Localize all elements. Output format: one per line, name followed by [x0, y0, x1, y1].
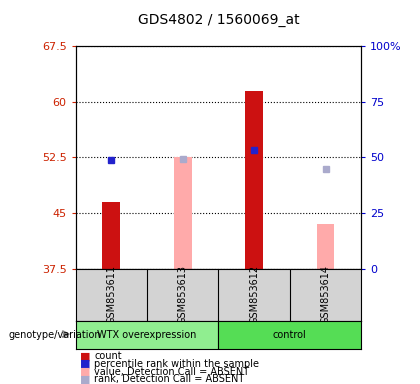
Text: GSM853612: GSM853612: [249, 265, 259, 324]
Bar: [245, 91, 263, 269]
Text: control: control: [273, 330, 307, 340]
Bar: [76, 321, 218, 349]
Bar: [317, 224, 334, 269]
Text: ■: ■: [80, 359, 90, 369]
Text: ■: ■: [80, 351, 90, 361]
Text: value, Detection Call = ABSENT: value, Detection Call = ABSENT: [94, 367, 249, 377]
Text: GDS4802 / 1560069_at: GDS4802 / 1560069_at: [138, 13, 299, 27]
Text: GSM853614: GSM853614: [320, 265, 331, 324]
Text: count: count: [94, 351, 122, 361]
Text: GSM853613: GSM853613: [178, 265, 188, 324]
Bar: [174, 157, 192, 269]
Text: ■: ■: [80, 367, 90, 377]
Bar: [218, 321, 361, 349]
Text: WTX overexpression: WTX overexpression: [97, 330, 197, 340]
Text: GSM853611: GSM853611: [106, 265, 116, 324]
Text: ■: ■: [80, 374, 90, 384]
Text: rank, Detection Call = ABSENT: rank, Detection Call = ABSENT: [94, 374, 245, 384]
Text: genotype/variation: genotype/variation: [8, 330, 101, 340]
Bar: [102, 202, 120, 269]
Text: percentile rank within the sample: percentile rank within the sample: [94, 359, 260, 369]
